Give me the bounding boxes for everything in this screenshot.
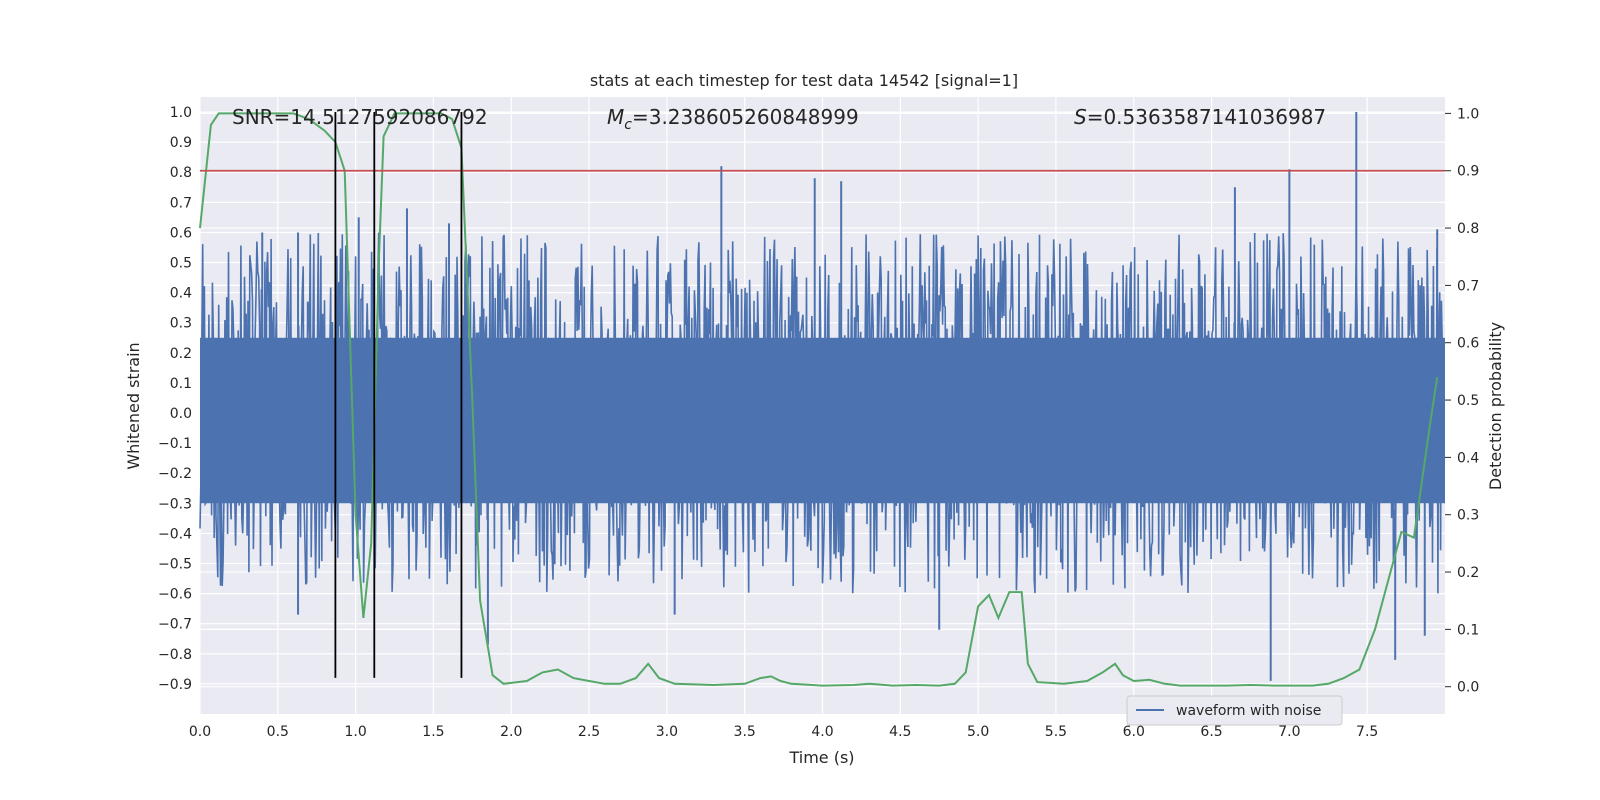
y-tick-label: 0.4 xyxy=(170,286,192,302)
s-value: =0.5363587141036987 xyxy=(1087,105,1326,129)
y-tick-label: −0.4 xyxy=(158,526,192,542)
chirp-mass-subscript: c xyxy=(624,117,632,133)
y2-axis-label: Detection probability xyxy=(1486,322,1505,490)
x-tick-label: 1.0 xyxy=(344,724,366,740)
x-tick-label: 5.0 xyxy=(967,724,989,740)
x-axis-ticks: 0.0 0.5 1.0 1.5 2.0 2.5 3.0 3.5 4.0 4.5 5.0 5.5 6.0 6… xyxy=(189,724,1378,740)
y-tick-label: 0.9 xyxy=(170,135,192,151)
snr-stat: SNR=14.5127592086792 xyxy=(232,105,488,129)
s-stat: S=0.5363587141036987 xyxy=(1074,105,1326,129)
x-tick-label: 4.5 xyxy=(889,724,911,740)
y-tick-label: 0.8 xyxy=(170,165,192,181)
y-tick-label: −0.5 xyxy=(158,557,192,573)
x-tick-label: 4.0 xyxy=(811,724,833,740)
y-axis-label: Whitened strain xyxy=(124,342,143,469)
chart-title: stats at each timestep for test data 145… xyxy=(590,71,1018,90)
y-tick-label: 0.0 xyxy=(170,406,192,422)
y2-tick-label: 0.1 xyxy=(1457,622,1479,638)
y2-tick-label: 0.8 xyxy=(1457,221,1479,237)
y-tick-label: −0.9 xyxy=(158,677,192,693)
x-tick-label: 0.5 xyxy=(267,724,289,740)
y2-tick-label: 0.0 xyxy=(1457,680,1479,696)
waveform-dense-band xyxy=(200,337,1445,504)
y2-tick-label: 0.3 xyxy=(1457,508,1479,524)
y-tick-label: −0.8 xyxy=(158,647,192,663)
y-tick-label: −0.2 xyxy=(158,466,192,482)
x-tick-label: 2.5 xyxy=(578,724,600,740)
y2-tick-label: 0.6 xyxy=(1457,336,1479,352)
y2-tick-label: 0.2 xyxy=(1457,565,1479,581)
markers xyxy=(200,112,1445,678)
y-tick-label: −0.6 xyxy=(158,587,192,603)
chirp-mass-symbol: M xyxy=(607,105,624,129)
x-tick-label: 5.5 xyxy=(1045,724,1067,740)
x-tick-label: 2.0 xyxy=(500,724,522,740)
legend-box xyxy=(1126,695,1343,726)
y2-axis-ticks: 1.0 0.9 0.8 0.7 0.6 0.5 0.4 0.3 0.2 0.1 0.0 xyxy=(1445,106,1479,696)
x-tick-label: 1.5 xyxy=(422,724,444,740)
y-tick-label: 0.6 xyxy=(170,225,192,241)
legend-label-waveform: waveform with noise xyxy=(1176,703,1321,719)
x-axis-label: Time (s) xyxy=(788,748,854,767)
y-tick-label: −0.7 xyxy=(158,617,192,633)
x-tick-label: 3.5 xyxy=(734,724,756,740)
x-tick-label: 7.5 xyxy=(1356,724,1378,740)
y-tick-label: 0.7 xyxy=(170,195,192,211)
s-symbol: S xyxy=(1074,105,1087,129)
waveform-series xyxy=(199,112,1445,681)
x-tick-label: 6.5 xyxy=(1200,724,1222,740)
y-axis-ticks: 1.0 0.9 0.8 0.7 0.6 0.5 0.4 0.3 0.2 0.1 0.0 −0.1 −0.… xyxy=(158,105,192,693)
x-tick-label: 3.0 xyxy=(656,724,678,740)
y2-tick-label: 0.4 xyxy=(1457,450,1479,466)
x-tick-label: 7.0 xyxy=(1278,724,1300,740)
y-tick-label: −0.1 xyxy=(158,436,192,452)
legend: waveform with noise xyxy=(1126,695,1343,726)
y2-tick-label: 0.5 xyxy=(1457,393,1479,409)
x-tick-label: 0.0 xyxy=(189,724,211,740)
y2-tick-label: 0.7 xyxy=(1457,278,1479,294)
y2-tick-label: 1.0 xyxy=(1457,106,1479,122)
y2-tick-label: 0.9 xyxy=(1457,164,1479,180)
y-tick-label: −0.3 xyxy=(158,496,192,512)
x-tick-label: 6.0 xyxy=(1123,724,1145,740)
y-tick-label: 0.2 xyxy=(170,346,192,362)
y-tick-label: 0.3 xyxy=(170,316,192,332)
chirp-mass-value: =3.238605260848999 xyxy=(632,105,859,129)
chirp-mass-stat: Mc=3.238605260848999 xyxy=(607,105,859,133)
y-tick-label: 1.0 xyxy=(170,105,192,121)
y-tick-label: 0.5 xyxy=(170,256,192,272)
y-tick-label: 0.1 xyxy=(170,376,192,392)
